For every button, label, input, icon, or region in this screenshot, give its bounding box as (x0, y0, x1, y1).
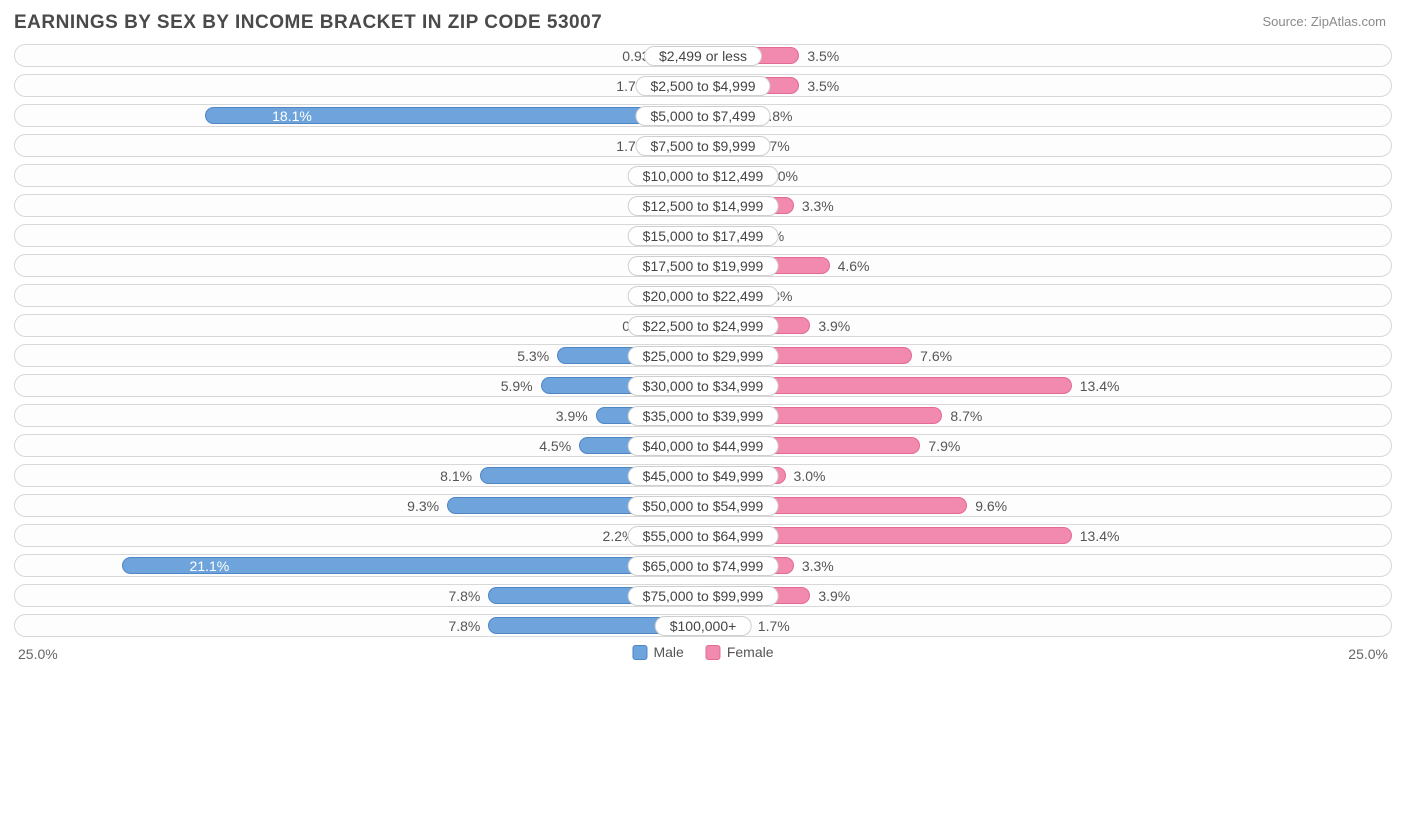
chart-row: 8.1% 3.0% $45,000 to $49,999 (14, 464, 1392, 487)
chart-row: 7.8% 3.9% $75,000 to $99,999 (14, 584, 1392, 607)
bracket-label: $55,000 to $64,999 (628, 526, 779, 546)
legend-female: Female (706, 644, 774, 660)
chart-footer: 25.0% Male Female 25.0% (14, 644, 1392, 670)
bracket-label: $12,500 to $14,999 (628, 196, 779, 216)
chart-title: EARNINGS BY SEX BY INCOME BRACKET IN ZIP… (14, 12, 1392, 34)
bracket-label: $2,499 or less (644, 46, 762, 66)
bracket-label: $100,000+ (655, 616, 752, 636)
bracket-label: $40,000 to $44,999 (628, 436, 779, 456)
male-pct-label: 7.8% (448, 588, 480, 604)
bracket-label: $10,000 to $12,499 (628, 166, 779, 186)
female-pct-label: 9.6% (975, 498, 1007, 514)
male-pct-label: 5.3% (517, 348, 549, 364)
bracket-label: $35,000 to $39,999 (628, 406, 779, 426)
chart-row: 0.62%3.9%$22,500 to $24,999 (14, 314, 1392, 337)
chart-row: 4.5% 7.9% $40,000 to $44,999 (14, 434, 1392, 457)
male-pct-label: 3.9% (556, 408, 588, 424)
bracket-label: $65,000 to $74,999 (628, 556, 779, 576)
legend-female-label: Female (727, 644, 774, 660)
bracket-label: $75,000 to $99,999 (628, 586, 779, 606)
chart-row: 1.7%3.5%$2,500 to $4,999 (14, 74, 1392, 97)
female-pct-label: 1.7% (758, 618, 790, 634)
bracket-label: $50,000 to $54,999 (628, 496, 779, 516)
female-pct-label: 8.7% (950, 408, 982, 424)
chart-row: 18.1%1.8%$5,000 to $7,499 (14, 104, 1392, 127)
male-pct-label: 7.8% (448, 618, 480, 634)
male-pct-label: 8.1% (440, 468, 472, 484)
bracket-label: $2,500 to $4,999 (635, 76, 770, 96)
chart-row: 21.1% 3.3% $65,000 to $74,999 (14, 554, 1392, 577)
chart-row: 0.0%1.5%$15,000 to $17,499 (14, 224, 1392, 247)
bracket-label: $7,500 to $9,999 (635, 136, 770, 156)
female-pct-label: 3.9% (818, 318, 850, 334)
female-pct-label: 7.9% (928, 438, 960, 454)
female-pct-label: 4.6% (838, 258, 870, 274)
male-pct-label: 9.3% (407, 498, 439, 514)
female-pct-label: 7.6% (920, 348, 952, 364)
bracket-label: $20,000 to $22,499 (628, 286, 779, 306)
axis-max-left: 25.0% (18, 646, 58, 662)
chart-row: 9.3% 9.6% $50,000 to $54,999 (14, 494, 1392, 517)
female-pct-label: 3.0% (794, 468, 826, 484)
chart-row: 1.7%1.7%$7,500 to $9,999 (14, 134, 1392, 157)
female-pct-label: 13.4% (1080, 378, 1120, 394)
bracket-label: $22,500 to $24,999 (628, 316, 779, 336)
chart-row: 5.3% 7.6% $25,000 to $29,999 (14, 344, 1392, 367)
female-pct-label: 3.5% (807, 48, 839, 64)
source-attribution: Source: ZipAtlas.com (1262, 14, 1386, 29)
female-pct-label: 3.9% (818, 588, 850, 604)
male-pct-label: 5.9% (501, 378, 533, 394)
bracket-label: $25,000 to $29,999 (628, 346, 779, 366)
legend: Male Female (632, 644, 773, 660)
chart-row: 0.93%3.5%$2,499 or less (14, 44, 1392, 67)
bracket-label: $15,000 to $17,499 (628, 226, 779, 246)
chart-row: 2.2%13.4%$55,000 to $64,999 (14, 524, 1392, 547)
bracket-label: $5,000 to $7,499 (635, 106, 770, 126)
legend-male-label: Male (653, 644, 683, 660)
bracket-label: $17,500 to $19,999 (628, 256, 779, 276)
chart-row: 3.9% 8.7% $35,000 to $39,999 (14, 404, 1392, 427)
female-pct-label: 3.5% (807, 78, 839, 94)
bracket-label: $45,000 to $49,999 (628, 466, 779, 486)
female-pct-label: 3.3% (802, 198, 834, 214)
chart-row: 0.0%4.6%$17,500 to $19,999 (14, 254, 1392, 277)
male-pct-label: 21.1% (190, 558, 230, 574)
axis-max-right: 25.0% (1348, 646, 1388, 662)
male-swatch-icon (632, 645, 647, 660)
female-swatch-icon (706, 645, 721, 660)
chart-row: 0.0%1.8%$20,000 to $22,499 (14, 284, 1392, 307)
female-pct-label: 13.4% (1080, 528, 1120, 544)
female-pct-label: 3.3% (802, 558, 834, 574)
male-pct-label: 4.5% (539, 438, 571, 454)
chart-row: 7.8% 1.7% $100,000+ (14, 614, 1392, 637)
bracket-label: $30,000 to $34,999 (628, 376, 779, 396)
chart-row: 0.0%3.3%$12,500 to $14,999 (14, 194, 1392, 217)
legend-male: Male (632, 644, 683, 660)
diverging-bar-chart: 0.93%3.5%$2,499 or less1.7%3.5%$2,500 to… (14, 44, 1392, 637)
chart-row: 5.9% 13.4% $30,000 to $34,999 (14, 374, 1392, 397)
chart-row: 1.2%2.0%$10,000 to $12,499 (14, 164, 1392, 187)
male-pct-label: 18.1% (272, 108, 312, 124)
